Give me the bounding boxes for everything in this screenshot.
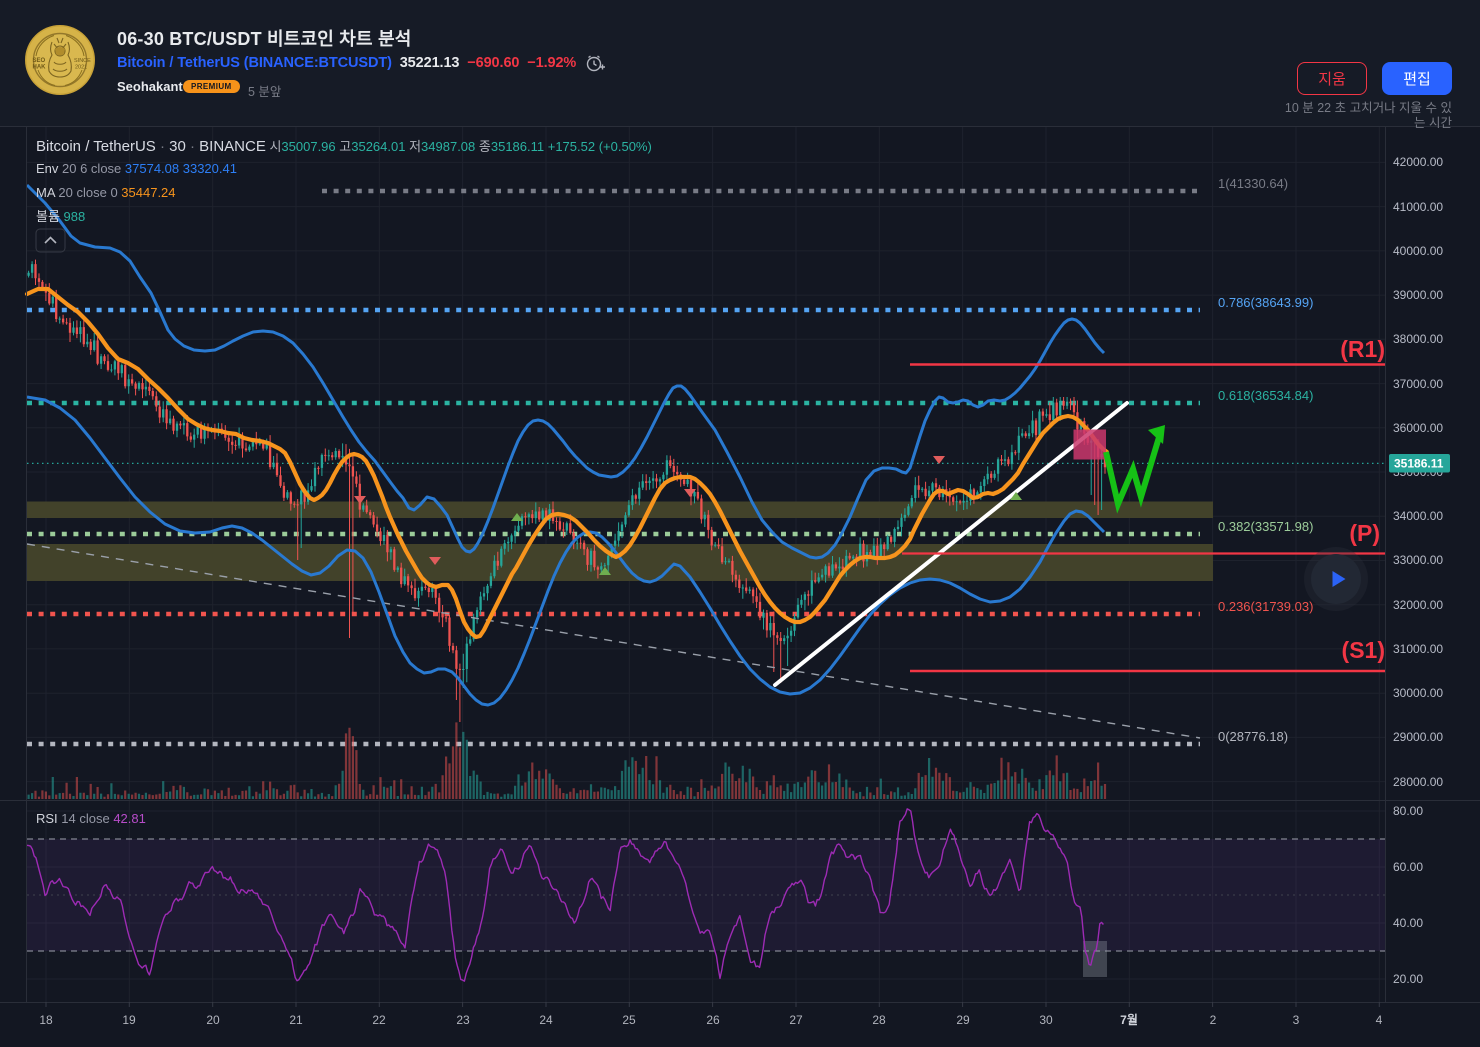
svg-text:볼륨 988: 볼륨 988 [36,209,85,224]
svg-text:20.00: 20.00 [1393,972,1423,986]
svg-text:19: 19 [122,1013,136,1027]
svg-text:0.236(31739.03): 0.236(31739.03) [1218,599,1313,614]
svg-text:0.618(36534.84): 0.618(36534.84) [1218,388,1313,403]
svg-text:37000.00: 37000.00 [1393,377,1443,391]
svg-text:(P): (P) [1349,520,1380,546]
svg-text:Env 20 6 close 37574.08 3332: Env 20 6 close 37574.08 33320.41 [36,161,237,176]
svg-text:27: 27 [789,1013,803,1027]
svg-text:29000.00: 29000.00 [1393,730,1443,744]
svg-text:36000.00: 36000.00 [1393,421,1443,435]
svg-text:23: 23 [456,1013,470,1027]
svg-text:41000.00: 41000.00 [1393,200,1443,214]
svg-text:22: 22 [372,1013,386,1027]
svg-text:40000.00: 40000.00 [1393,244,1443,258]
svg-text:80.00: 80.00 [1393,804,1423,818]
svg-text:35186.11: 35186.11 [1394,457,1444,471]
svg-text:MA 20 close 0 35447.24: MA 20 close 0 35447.24 [36,185,176,200]
svg-text:60.00: 60.00 [1393,860,1423,874]
svg-text:24: 24 [539,1013,553,1027]
svg-text:0(28776.18): 0(28776.18) [1218,729,1288,744]
svg-text:(S1): (S1) [1342,637,1385,663]
svg-text:42000.00: 42000.00 [1393,155,1443,169]
svg-text:20: 20 [206,1013,220,1027]
svg-text:28: 28 [872,1013,886,1027]
svg-text:3: 3 [1293,1013,1300,1027]
svg-text:25: 25 [622,1013,636,1027]
svg-text:0.382(33571.98): 0.382(33571.98) [1218,519,1313,534]
svg-text:28000.00: 28000.00 [1393,775,1443,789]
svg-text:40.00: 40.00 [1393,916,1423,930]
svg-text:30: 30 [1039,1013,1053,1027]
svg-text:33000.00: 33000.00 [1393,553,1443,567]
svg-text:Bitcoin / TetherUS · 30 · BINA: Bitcoin / TetherUS · 30 · BINANCE 시35007… [36,138,652,155]
svg-text:21: 21 [289,1013,303,1027]
svg-text:4: 4 [1376,1013,1383,1027]
svg-text:31000.00: 31000.00 [1393,642,1443,656]
svg-text:32000.00: 32000.00 [1393,598,1443,612]
svg-text:HAK: HAK [33,65,47,71]
svg-text:38000.00: 38000.00 [1393,332,1443,346]
svg-text:34000.00: 34000.00 [1393,509,1443,523]
svg-text:18: 18 [39,1013,53,1027]
svg-text:7월: 7월 [1120,1012,1138,1027]
svg-text:29: 29 [956,1013,970,1027]
svg-text:39000.00: 39000.00 [1393,288,1443,302]
svg-text:26: 26 [706,1013,720,1027]
svg-text:RSI 14 close 42.81: RSI 14 close 42.81 [36,811,146,826]
svg-text:1(41330.64): 1(41330.64) [1218,176,1288,191]
svg-text:(R1): (R1) [1340,336,1385,362]
svg-text:2021: 2021 [75,65,87,71]
svg-text:SEO: SEO [33,58,46,64]
svg-text:2: 2 [1210,1013,1217,1027]
svg-text:0.786(38643.99): 0.786(38643.99) [1218,295,1313,310]
svg-text:SINCE: SINCE [74,58,91,64]
svg-text:30000.00: 30000.00 [1393,686,1443,700]
